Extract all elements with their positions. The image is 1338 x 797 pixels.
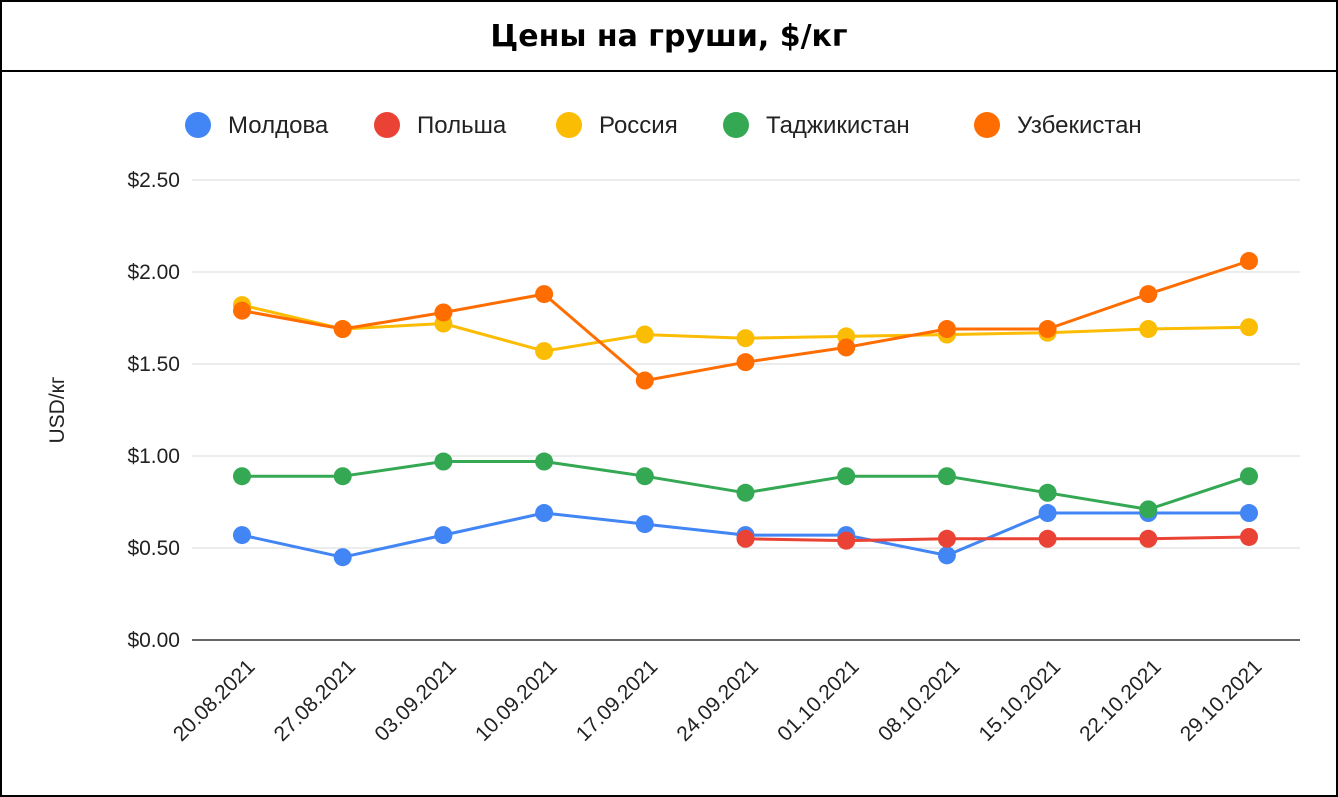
data-point [635, 515, 654, 534]
x-tick-label: 08.10.2021 [874, 655, 965, 746]
legend-marker [974, 112, 1000, 138]
x-axis-ticks: 20.08.2021 27.08.2021 03.09.2021 10.09.2021… [169, 655, 1267, 746]
x-tick-label: 15.10.2021 [975, 655, 1066, 746]
data-point [1038, 483, 1057, 502]
data-point [333, 548, 352, 567]
data-point [434, 303, 453, 322]
y-tick-label: $1.00 [127, 445, 180, 468]
data-point [1038, 504, 1057, 523]
legend-marker [723, 112, 749, 138]
legend-marker [185, 112, 211, 138]
legend-item: Молдова [185, 112, 329, 139]
data-point [837, 338, 856, 357]
data-point [1139, 529, 1158, 548]
data-point [736, 329, 755, 348]
data-point [1139, 320, 1158, 339]
legend-marker [556, 112, 582, 138]
data-point [1038, 320, 1057, 339]
data-point [535, 452, 554, 471]
legend-label: Таджикистан [766, 112, 910, 139]
y-axis-title: USD/кг [46, 376, 69, 443]
data-point [937, 546, 956, 565]
data-point [837, 467, 856, 486]
data-point [535, 504, 554, 523]
legend-marker [374, 112, 400, 138]
series-layer [233, 251, 1258, 567]
y-tick-label: $1.50 [127, 353, 180, 376]
data-point [937, 529, 956, 548]
data-point [937, 467, 956, 486]
series [233, 296, 1258, 361]
y-tick-label: $2.50 [127, 169, 180, 192]
data-point [736, 483, 755, 502]
data-point [535, 342, 554, 361]
x-tick-label: 01.10.2021 [773, 655, 864, 746]
y-axis-ticks: $0.00 $0.50 $1.00 $1.50 $2.00 $2.50 [127, 169, 180, 652]
data-point [1038, 529, 1057, 548]
data-point [233, 301, 251, 320]
x-tick-label: 24.09.2021 [672, 655, 763, 746]
series [233, 452, 1258, 519]
chart-title: Цены на груши, $/кг [490, 18, 848, 54]
legend-label: Россия [599, 112, 678, 139]
legend-label: Молдова [228, 112, 329, 139]
legend-label: Узбекистан [1017, 112, 1142, 139]
data-point [736, 529, 755, 548]
data-point [1139, 500, 1158, 519]
data-point [535, 285, 554, 304]
legend-item: Россия [556, 112, 678, 139]
data-point [1240, 527, 1258, 546]
data-point [837, 531, 856, 550]
data-point [635, 371, 654, 390]
legend-item: Польша [374, 112, 507, 139]
data-point [233, 526, 251, 545]
legend-item: Таджикистан [723, 112, 910, 139]
data-point [434, 526, 453, 545]
x-tick-label: 17.09.2021 [572, 655, 663, 746]
data-point [635, 467, 654, 486]
y-tick-label: $2.00 [127, 261, 180, 284]
legend-label: Польша [417, 112, 507, 139]
grid-layer [192, 179, 1300, 641]
data-point [233, 467, 251, 486]
data-point [333, 320, 352, 339]
y-tick-label: $0.00 [127, 629, 180, 652]
data-point [635, 325, 654, 344]
series [736, 527, 1258, 550]
chart-title-bar: Цены на груши, $/кг [2, 2, 1336, 72]
line-chart: Молдова Польша Россия Таджикистан Узбекистан… [46, 112, 1300, 746]
data-point [434, 452, 453, 471]
y-tick-label: $0.50 [127, 537, 180, 560]
x-tick-label: 03.09.2021 [370, 655, 461, 746]
x-tick-label: 10.09.2021 [471, 655, 562, 746]
data-point [1139, 285, 1158, 304]
legend: Молдова Польша Россия Таджикистан Узбекистан [185, 112, 1142, 139]
data-point [1240, 251, 1258, 270]
series-line [745, 535, 1250, 543]
series [233, 251, 1258, 390]
legend-item: Узбекистан [974, 112, 1142, 139]
x-tick-label: 29.10.2021 [1176, 655, 1267, 746]
x-tick-label: 20.08.2021 [169, 655, 260, 746]
data-point [333, 467, 352, 486]
data-point [1240, 318, 1258, 337]
data-point [1240, 467, 1258, 486]
data-point [937, 320, 956, 339]
x-tick-label: 22.10.2021 [1075, 655, 1166, 746]
data-point [736, 353, 755, 372]
x-tick-label: 27.08.2021 [270, 655, 361, 746]
data-point [1240, 504, 1258, 523]
